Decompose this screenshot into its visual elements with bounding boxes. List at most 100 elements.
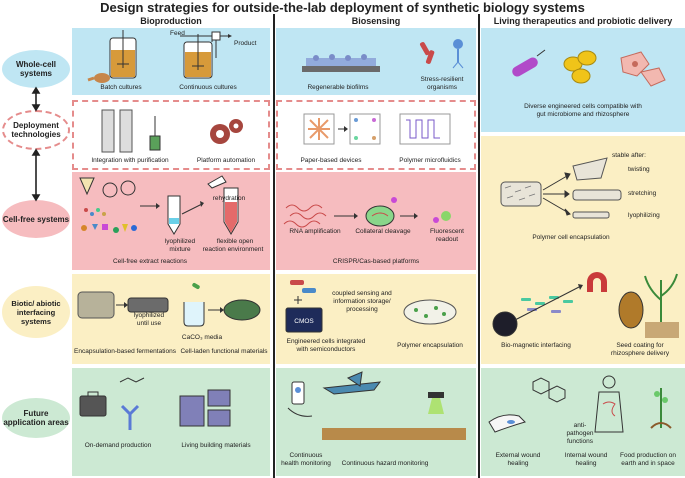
label-coupled-3: processing	[346, 306, 378, 313]
row-arrows	[31, 86, 41, 202]
therapeutic-cells-art	[512, 49, 666, 87]
interfacing-therapeutics-art	[492, 272, 679, 338]
building-block-icon	[179, 389, 231, 427]
extract-components	[79, 177, 137, 233]
label-internal-wound-1: Internal wound	[564, 452, 608, 459]
label-stretching: stretching	[628, 190, 657, 197]
label-lyophilized: lyophilized	[164, 238, 196, 245]
molecule-structure-icon	[532, 377, 566, 403]
label-bio-magnetic: Bio-magnetic interfacing	[501, 342, 571, 349]
label-fluorescent: Fluorescent	[430, 228, 464, 235]
cell-future-bioproduction	[72, 368, 270, 476]
label-rna-amplification: RNA amplification	[289, 228, 341, 235]
smartphone-wrist-icon	[287, 381, 313, 417]
crispr-art	[283, 197, 451, 228]
label-cell-free-extract: Cell-free extract reactions	[112, 258, 188, 265]
label-regenerable-biofilms: Regenerable biofilms	[307, 84, 369, 91]
seed-icon	[618, 291, 644, 329]
label-pathogen: pathogen	[566, 430, 594, 437]
label-until-use: until use	[136, 320, 162, 327]
label-coupled-2: information storage/	[333, 298, 391, 305]
paper-device-icon	[303, 113, 381, 145]
label-coupled-1: coupled sensing and	[332, 290, 392, 297]
batch-culture-flask	[87, 30, 137, 83]
label-diverse-cells-2: gut microbiome and rhizosphere	[536, 111, 630, 118]
label-reaction-environment: reaction environment	[202, 246, 264, 253]
label-integration-purification: Integration with purification	[91, 157, 169, 164]
label-encapsulation-fermentations: Encapsulation-based fermentations	[74, 348, 176, 355]
column-divider-2	[478, 14, 480, 478]
lyophilized-gel-icon	[572, 211, 610, 219]
label-internal-wound-2: healing	[575, 460, 597, 467]
polymer-encapsulation-art	[500, 157, 622, 219]
figure-title: Design strategies for outside-the-lab de…	[100, 0, 585, 15]
yeast-icon	[563, 50, 597, 84]
antibody-icon	[120, 404, 140, 430]
column-header-bioproduction: Bioproduction	[140, 16, 202, 26]
label-semiconductor-1: Engineered cells integrated	[286, 338, 366, 345]
deployment-biosensing-art	[303, 113, 451, 145]
human-body-icon	[594, 375, 624, 433]
row-label-future: Future application areas	[2, 398, 70, 438]
plant-icon	[644, 273, 679, 338]
deployment-bioproduction-art	[101, 109, 243, 153]
airplane-icon	[322, 371, 382, 395]
label-paper-devices: Paper-based devices	[300, 157, 362, 164]
rna-strands	[283, 204, 358, 228]
label-semiconductor-2: with semiconductors	[296, 346, 356, 353]
label-external-wound-2: healing	[507, 460, 529, 467]
label-stable-after: stable after:	[612, 152, 646, 159]
label-external-wound-1: External wound	[495, 452, 541, 459]
label-food-production-1: Food production on	[619, 452, 676, 459]
label-collateral-cleavage: Collateral cleavage	[355, 228, 411, 235]
biofilm-icon	[302, 54, 380, 72]
interfacing-biosensing-art	[285, 280, 457, 333]
label-twisting: twisting	[628, 166, 650, 173]
row-label-deployment: Deployment technologies	[2, 110, 70, 150]
label-polymer-encapsulation: Polymer encapsulation	[397, 342, 463, 349]
label-food-production-2: earth and in space	[621, 460, 675, 467]
label-hazard-monitoring: Continuous hazard monitoring	[341, 460, 429, 467]
interfacing-bioproduction-art	[77, 283, 261, 327]
label-stress-resilient-1: Stress-resilient	[420, 76, 464, 83]
future-biosensing-art	[287, 371, 466, 440]
label-crispr-platforms: CRISPR/Cas-based platforms	[332, 258, 420, 265]
future-bioproduction-art	[79, 377, 231, 430]
row-label-whole-cell: Whole-cell systems	[2, 50, 70, 88]
drone-icon	[428, 392, 444, 414]
column-divider-1	[273, 14, 275, 478]
bioreactor-art	[87, 30, 232, 83]
functional-material-icon	[223, 299, 261, 321]
label-rehydration: rehydration	[212, 195, 246, 202]
label-seed-coating-2: rhizosphere delivery	[610, 350, 670, 357]
fluorescent-readout-icon	[433, 211, 451, 223]
label-seed-coating-1: Seed coating for	[616, 342, 664, 349]
bacteria-icon	[512, 49, 546, 77]
polymer-microbead-icon	[403, 299, 457, 325]
stretched-gel-icon	[572, 189, 622, 201]
row-label-cell-free: Cell-free systems	[2, 200, 70, 238]
reaction-tube-icon	[207, 175, 239, 235]
label-anti: anti-	[573, 422, 587, 429]
stress-resilient-organism-icon	[419, 39, 464, 69]
continuous-culture-vessel	[180, 31, 232, 79]
food-plant-icon	[650, 388, 672, 429]
twisted-gel-icon	[572, 157, 608, 181]
label-product: Product	[234, 40, 257, 47]
cmos-chip-icon	[285, 307, 323, 333]
biosensing-whole-cell-art	[302, 39, 464, 72]
arm-icon	[488, 414, 526, 433]
label-health-monitoring: health monitoring	[281, 460, 331, 467]
label-continuous-1: Continuous	[289, 452, 323, 459]
label-on-demand-production: On-demand production	[84, 442, 152, 449]
label-polymer-microfluidics: Polymer microfluidics	[399, 157, 461, 164]
label-feed: Feed	[170, 30, 185, 37]
lyophilized-tube-icon	[140, 195, 204, 235]
label-lyophilized-until: lyophilized	[133, 312, 165, 319]
cas-protein-icon	[365, 197, 418, 227]
magnet-icon	[587, 272, 607, 292]
gear-icon	[210, 119, 243, 144]
label-polymer-cell-encapsulation: Polymer cell encapsulation	[532, 234, 610, 241]
future-therapeutics-art	[488, 375, 672, 433]
label-functions: functions	[566, 438, 594, 445]
